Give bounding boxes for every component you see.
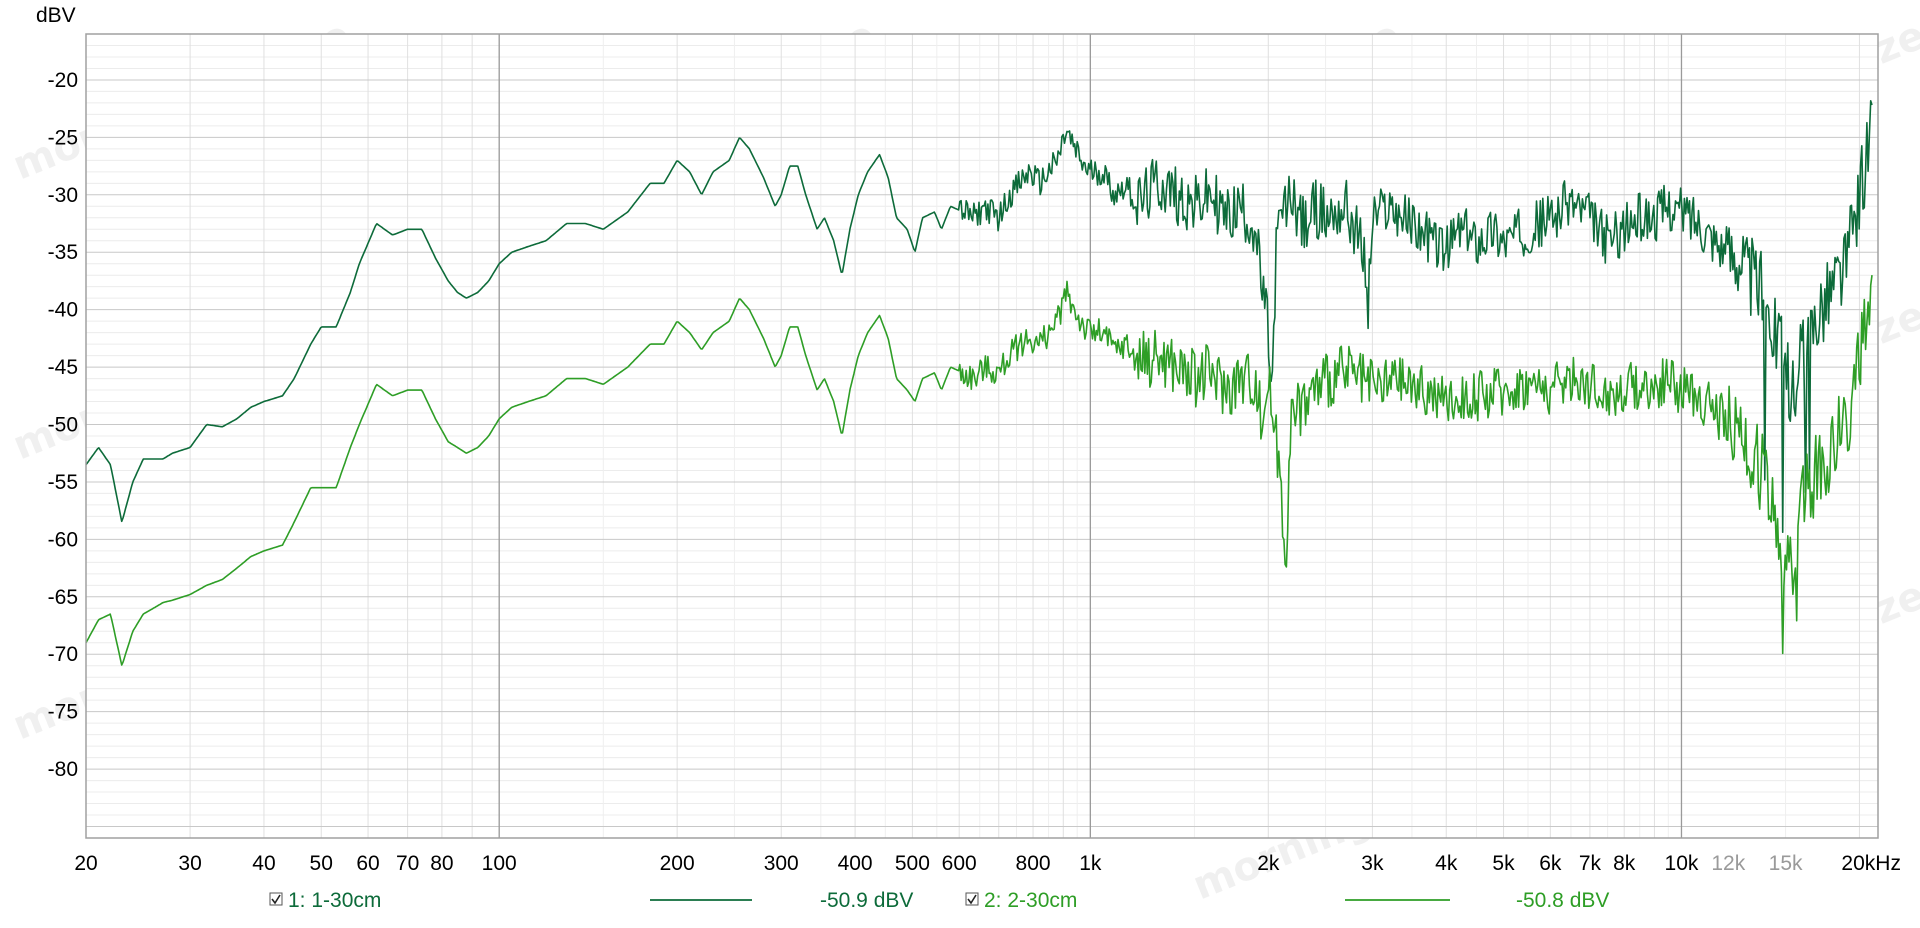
y-tick-label: -30 [48, 184, 78, 207]
x-tick-label: 5k [1492, 852, 1515, 875]
series-line-1 [85, 100, 1873, 533]
y-tick-label: -20 [48, 69, 78, 92]
x-tick-label: 60 [356, 852, 379, 875]
x-tick-label: 50 [310, 852, 333, 875]
x-tick-label: 800 [1016, 852, 1051, 875]
x-tick-label: 6k [1539, 852, 1562, 875]
legend: 1: 1-30cm -50.9 dBV 2: 2-30cm -50.8 dBV [269, 889, 1609, 912]
series-layer [85, 100, 1873, 666]
x-tick-label: 70 [396, 852, 419, 875]
y-tick-label: -75 [48, 701, 78, 724]
x-tick-label: 20kHz [1841, 852, 1901, 875]
legend-checkbox-2 [965, 892, 979, 906]
legend-value-1: -50.9 dBV [820, 889, 913, 912]
y-tick-label: -25 [48, 126, 78, 149]
y-axis-ticks: -20 -25 -30 -35 -40 -45 -50 -55 -60 -65 -70 -75 -80 [48, 69, 78, 781]
legend-label-1: 1: 1-30cm [288, 889, 381, 912]
y-tick-label: -80 [48, 758, 78, 781]
x-tick-label: 200 [660, 852, 695, 875]
legend-checkbox-1 [269, 892, 283, 906]
x-tick-label: 12k [1711, 852, 1745, 875]
x-tick-label: 500 [895, 852, 930, 875]
x-tick-label: 15k [1769, 852, 1803, 875]
checkmark-icon [967, 894, 977, 905]
y-tick-label: -35 [48, 241, 78, 264]
major-grid [86, 34, 1878, 838]
x-tick-label: 4k [1435, 852, 1458, 875]
y-tick-label: -40 [48, 299, 78, 322]
y-axis-unit: dBV [36, 4, 76, 27]
x-tick-label: 600 [942, 852, 977, 875]
x-axis-ticks: 20 30 40 50 60 70 80 100 200 300 400 500 600 800 1k 2k 3… [74, 852, 1901, 875]
x-tick-label: 7k [1579, 852, 1602, 875]
x-tick-label: 300 [764, 852, 799, 875]
y-tick-label: -55 [48, 471, 78, 494]
legend-value-2: -50.8 dBV [1516, 889, 1609, 912]
x-tick-label: 3k [1361, 852, 1384, 875]
x-tick-label: 30 [178, 852, 201, 875]
y-tick-label: -70 [48, 643, 78, 666]
x-tick-label: 80 [430, 852, 453, 875]
checkbox-box [965, 892, 979, 906]
y-tick-label: -60 [48, 528, 78, 551]
x-tick-label: 10k [1665, 852, 1699, 875]
y-tick-label: -50 [48, 414, 78, 437]
x-tick-label: 400 [838, 852, 873, 875]
x-tick-label: 8k [1613, 852, 1636, 875]
x-tick-label: 1k [1079, 852, 1102, 875]
x-tick-label: 40 [252, 852, 275, 875]
x-tick-label: 2k [1257, 852, 1280, 875]
plot-frame [85, 33, 1879, 839]
x-tick-label: 20 [74, 852, 97, 875]
checkbox-box [269, 892, 283, 906]
y-tick-label: -45 [48, 356, 78, 379]
series-line-2 [85, 274, 1873, 666]
x-tick-label: 100 [482, 852, 517, 875]
legend-label-2: 2: 2-30cm [984, 889, 1077, 912]
checkmark-icon [271, 894, 281, 905]
y-tick-label: -65 [48, 586, 78, 609]
